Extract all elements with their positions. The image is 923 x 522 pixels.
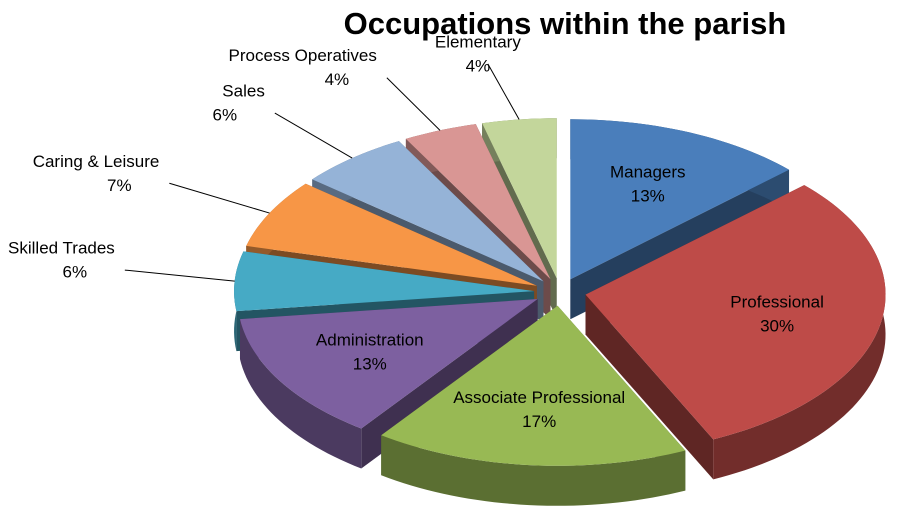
slice-label: Skilled Trades — [8, 239, 115, 258]
slice — [405, 124, 551, 280]
leader-line — [274, 112, 353, 159]
slice — [246, 183, 537, 286]
slice-value-label: 13% — [353, 354, 387, 373]
leader-line — [487, 63, 520, 120]
slice-side — [713, 185, 886, 480]
slice-label: Managers — [610, 162, 686, 181]
slice-value-label: 4% — [466, 56, 491, 75]
slice-label: Elementary — [435, 32, 521, 51]
slice-side — [239, 319, 362, 469]
slice-label: Professional — [730, 293, 824, 312]
slice — [381, 305, 686, 466]
slice — [585, 185, 886, 440]
slice-label: Associate Professional — [453, 388, 625, 407]
slice — [570, 119, 790, 280]
slice-side — [381, 435, 686, 506]
slice-value-label: 30% — [760, 317, 794, 336]
slice-label: Administration — [316, 330, 424, 349]
slice-value-label: 7% — [107, 176, 132, 195]
slice-label: Process Operatives — [229, 46, 377, 65]
slice-side — [585, 294, 714, 480]
slice-label: Sales — [222, 82, 265, 101]
slice-value-label: 6% — [213, 106, 238, 125]
leader-line — [169, 182, 270, 214]
slice — [239, 299, 538, 429]
slice-value-label: 4% — [325, 70, 350, 89]
slice-value-label: 17% — [522, 412, 556, 431]
slice — [482, 118, 557, 279]
leader-line — [386, 77, 441, 131]
slice-label: Caring & Leisure — [33, 152, 160, 171]
leader-line — [124, 269, 235, 282]
slice-value-label: 13% — [631, 186, 665, 205]
slice — [234, 251, 535, 312]
chart-title: Occupations within the parish — [344, 6, 787, 41]
slice-value-label: 6% — [63, 263, 88, 282]
slice — [312, 141, 544, 282]
